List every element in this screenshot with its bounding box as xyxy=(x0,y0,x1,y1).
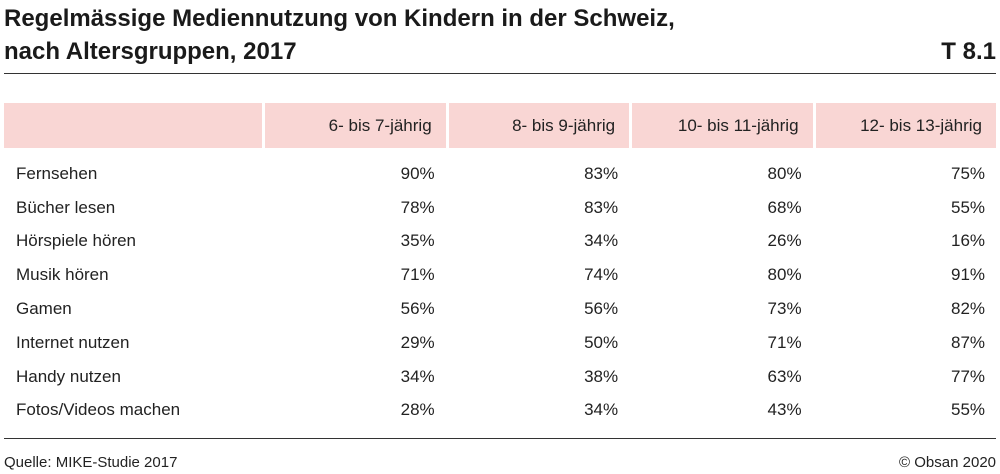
table-cell: 91% xyxy=(950,265,986,285)
row-label: Fotos/Videos machen xyxy=(16,400,181,420)
table-cell: 80% xyxy=(767,163,802,183)
table-cell: 82% xyxy=(950,299,986,319)
row-label: Internet nutzen xyxy=(16,332,130,352)
table-cell: 63% xyxy=(767,366,802,386)
table-cell: 43% xyxy=(767,400,802,420)
table-cell: 50% xyxy=(584,332,619,352)
table-row: Gamen 56% 56% 73% 82% xyxy=(4,292,996,326)
table-cell: 35% xyxy=(400,231,435,251)
table-cell: 34% xyxy=(584,400,619,420)
table-header-row: 6- bis 7-jährig 8- bis 9-jährig 10- bis … xyxy=(4,103,996,148)
row-label: Bücher lesen xyxy=(16,197,116,217)
table-row: Fotos/Videos machen 28% 34% 43% 55% xyxy=(4,394,996,428)
table-cell: 28% xyxy=(400,400,435,420)
table-body: Fernsehen 90% 83% 80% 75% Bücher lesen 78% 83% 6… xyxy=(4,157,996,427)
table-cell: 75% xyxy=(950,163,986,183)
row-label: Hörspiele hören xyxy=(16,231,137,251)
data-table: 6- bis 7-jährig 8- bis 9-jährig 10- bis … xyxy=(4,103,996,427)
table-cell: 74% xyxy=(584,265,619,285)
header-cell-label xyxy=(4,103,263,148)
header-cell-6-7: 6- bis 7-jährig xyxy=(265,103,446,148)
table-cell: 34% xyxy=(584,231,619,251)
table-cell: 55% xyxy=(950,400,986,420)
table-cell: 78% xyxy=(400,197,435,217)
title-line-2: nach Altersgruppen, 2017 xyxy=(4,38,297,65)
top-rule xyxy=(4,73,996,74)
table-row: Musik hören 71% 74% 80% 91% xyxy=(4,258,996,292)
table-cell: 71% xyxy=(400,265,435,285)
table-cell: 68% xyxy=(767,197,802,217)
table-cell: 16% xyxy=(950,231,986,251)
row-label: Musik hören xyxy=(16,265,109,285)
table-row: Hörspiele hören 35% 34% 26% 16% xyxy=(4,225,996,259)
table-cell: 83% xyxy=(584,197,619,217)
header-cell-10-11: 10- bis 11-jährig xyxy=(632,103,813,148)
table-row: Handy nutzen 34% 38% 63% 77% xyxy=(4,360,996,394)
table-title: Regelmässige Mediennutzung von Kindern i… xyxy=(4,2,904,68)
table-row: Internet nutzen 29% 50% 71% 87% xyxy=(4,326,996,360)
table-row: Bücher lesen 78% 83% 68% 55% xyxy=(4,191,996,225)
header-cell-8-9: 8- bis 9-jährig xyxy=(448,103,630,148)
table-cell: 83% xyxy=(584,163,619,183)
table-cell: 56% xyxy=(400,299,435,319)
table-cell: 34% xyxy=(400,366,435,386)
table-cell: 73% xyxy=(767,299,802,319)
table-cell: 90% xyxy=(400,163,435,183)
row-label: Gamen xyxy=(16,299,72,319)
table-cell: 26% xyxy=(767,231,802,251)
table-row: Fernsehen 90% 83% 80% 75% xyxy=(4,157,996,191)
table-id: T 8.1 xyxy=(941,38,996,65)
bottom-rule xyxy=(4,438,996,439)
table-cell: 80% xyxy=(767,265,802,285)
table-cell: 38% xyxy=(584,366,619,386)
table-cell: 71% xyxy=(767,332,802,352)
header-cell-12-13: 12- bis 13-jährig xyxy=(815,103,996,148)
table-cell: 55% xyxy=(950,197,986,217)
copyright-note: © Obsan 2020 xyxy=(899,454,996,471)
table-cell: 87% xyxy=(950,332,986,352)
table-cell: 77% xyxy=(950,366,986,386)
table-cell: 56% xyxy=(584,299,619,319)
row-label: Handy nutzen xyxy=(16,366,121,386)
title-line-1: Regelmässige Mediennutzung von Kindern i… xyxy=(4,5,675,32)
source-note: Quelle: MIKE-Studie 2017 xyxy=(4,454,178,471)
row-label: Fernsehen xyxy=(16,163,98,183)
table-cell: 29% xyxy=(400,332,435,352)
